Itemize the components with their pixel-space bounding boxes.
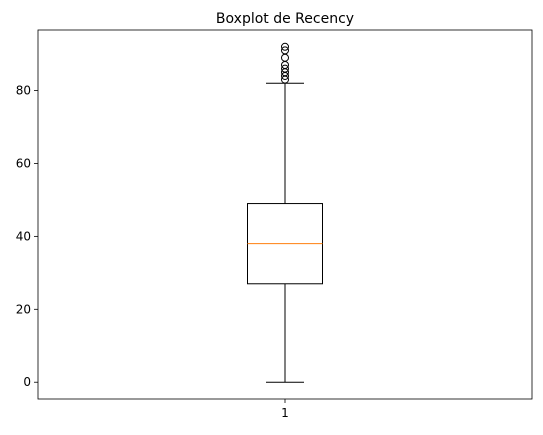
y-tick-label: 0 [23,375,31,389]
chart-title: Boxplot de Recency [216,11,354,27]
x-tick-label: 1 [281,406,289,420]
y-axis: 0 20 40 60 80 [16,84,38,389]
y-tick-label: 80 [16,84,31,98]
plot-marks [247,42,323,383]
outlier-point [281,64,289,73]
x-axis: 1 [281,399,289,420]
outlier-point [281,46,289,55]
y-tick-label: 40 [16,229,31,243]
outlier-point [281,42,289,51]
y-tick-label: 20 [16,302,31,316]
y-tick-label: 60 [16,156,31,170]
